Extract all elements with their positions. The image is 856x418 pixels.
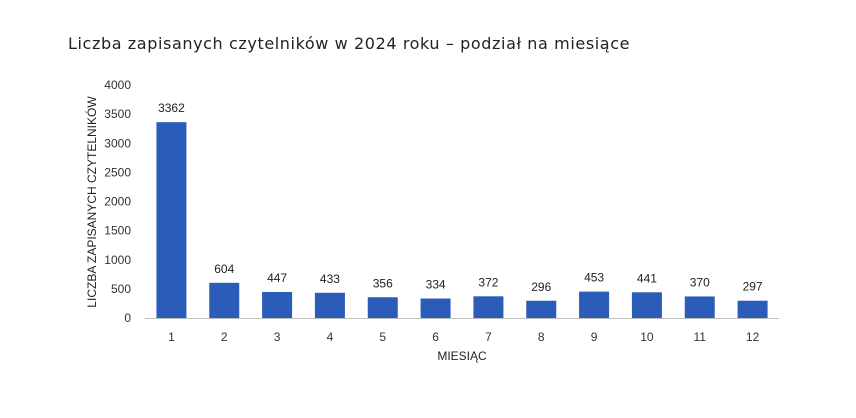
- bar-month-5: [367, 297, 398, 318]
- data-label-month-5: 356: [373, 276, 393, 290]
- y-tick-label: 1000: [104, 253, 131, 267]
- y-tick-label: 4000: [104, 78, 131, 92]
- y-tick-label: 3500: [104, 107, 131, 121]
- y-tick-label: 0: [124, 311, 131, 325]
- bar-month-9: [579, 291, 610, 318]
- data-label-month-4: 433: [320, 272, 340, 286]
- data-label-month-11: 370: [690, 275, 710, 289]
- bar-month-10: [631, 292, 662, 318]
- x-tick-label-7: 7: [485, 330, 492, 344]
- bars-group: [156, 122, 768, 318]
- data-label-month-6: 334: [426, 278, 446, 292]
- x-tick-label-5: 5: [379, 330, 386, 344]
- bar-month-6: [420, 298, 451, 318]
- data-label-month-3: 447: [267, 271, 287, 285]
- x-tick-label-9: 9: [591, 330, 598, 344]
- y-tick-label: 1500: [104, 224, 131, 238]
- y-axis-title: LICZBA ZAPISANYCH CZYTELNIKÓW: [84, 96, 99, 308]
- x-tick-label-11: 11: [694, 330, 707, 344]
- y-tick-label: 3000: [104, 136, 131, 150]
- x-tick-label-12: 12: [746, 330, 760, 344]
- data-label-month-8: 296: [531, 280, 551, 294]
- data-label-month-9: 453: [584, 271, 604, 285]
- y-tick-label: 500: [111, 282, 131, 296]
- y-axis: 0 500 1000 1500 2000 2500 3000 3500 4000: [104, 78, 131, 325]
- chart-title: Liczba zapisanych czytelników w 2024 rok…: [68, 34, 630, 53]
- bar-month-4: [314, 292, 345, 318]
- data-label-month-1: 3362: [158, 101, 185, 115]
- x-axis: 1 2 3 4 5 6 7 8 9 10 11 12: [145, 318, 779, 344]
- data-label-month-12: 297: [743, 280, 763, 294]
- y-tick-label: 2500: [104, 165, 131, 179]
- data-label-month-10: 441: [637, 271, 657, 285]
- data-label-month-2: 604: [214, 262, 234, 276]
- data-label-month-7: 372: [478, 275, 498, 289]
- bar-month-7: [473, 296, 504, 318]
- x-tick-label-6: 6: [432, 330, 439, 344]
- x-tick-label-1: 1: [168, 330, 175, 344]
- x-tick-label-4: 4: [327, 330, 334, 344]
- bar-month-2: [209, 282, 240, 318]
- bar-month-12: [737, 300, 768, 318]
- bar-month-1: [156, 122, 187, 318]
- data-labels-group: 3362 604 447 433 356 334 372 296 453 441 370 297: [158, 101, 763, 294]
- x-axis-title: MIESIĄC: [437, 349, 487, 363]
- x-tick-label-10: 10: [640, 330, 654, 344]
- x-tick-label-8: 8: [538, 330, 545, 344]
- bar-month-3: [262, 291, 293, 318]
- bar-month-8: [526, 300, 557, 318]
- x-tick-label-3: 3: [274, 330, 281, 344]
- y-tick-label: 2000: [104, 195, 131, 209]
- x-tick-label-2: 2: [221, 330, 228, 344]
- bar-month-11: [684, 296, 715, 318]
